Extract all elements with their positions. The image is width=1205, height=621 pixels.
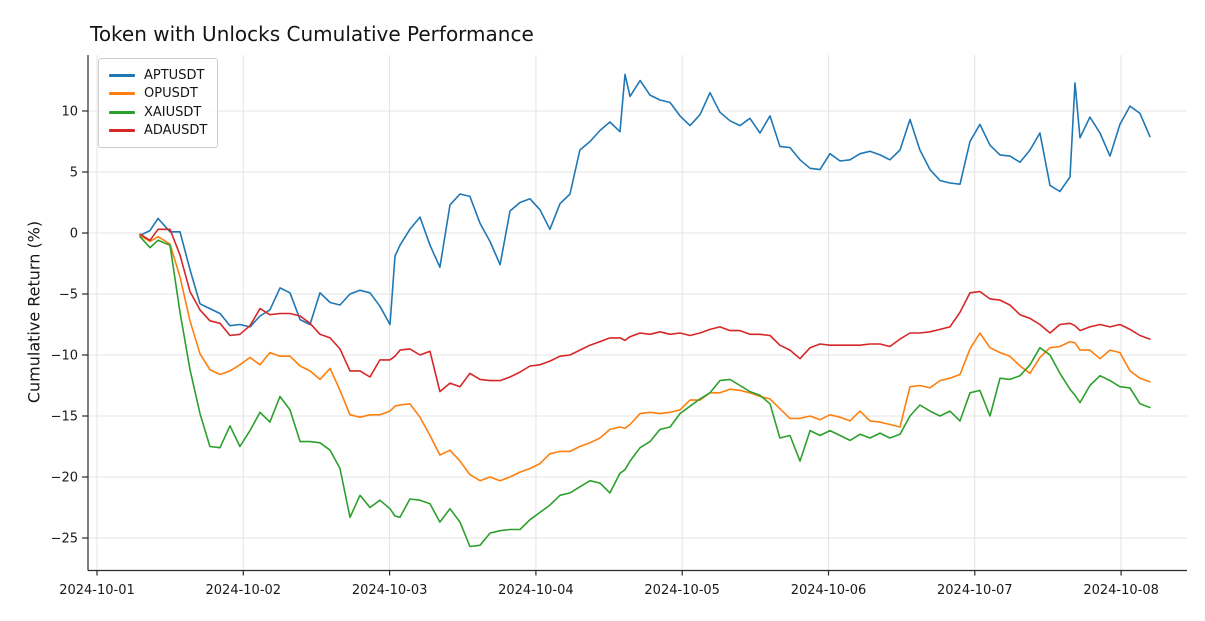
x-tick-label: 2024-10-08 bbox=[1083, 583, 1159, 598]
legend-label: ADAUSDT bbox=[144, 123, 208, 139]
legend-item: APTUSDT bbox=[109, 66, 207, 85]
x-tick-label: 2024-10-05 bbox=[644, 583, 720, 598]
legend-label: APTUSDT bbox=[144, 67, 205, 83]
y-tick-label: −15 bbox=[51, 410, 78, 425]
series-color-swatch bbox=[109, 110, 135, 114]
series-line-APTUSDT bbox=[139, 73, 1151, 328]
x-tick-label: 2024-10-03 bbox=[352, 583, 428, 598]
x-tick-label: 2024-10-07 bbox=[937, 583, 1013, 598]
series-color-swatch bbox=[109, 129, 135, 133]
y-tick-label: −20 bbox=[51, 471, 78, 486]
legend-label: XAIUSDT bbox=[144, 104, 202, 120]
series-line-XAIUSDT bbox=[139, 235, 1151, 548]
series-line-ADAUSDT bbox=[139, 228, 1151, 393]
legend: APTUSDT OPUSDT XAIUSDT ADAUSDT bbox=[98, 58, 218, 148]
y-tick-label: 10 bbox=[61, 105, 78, 120]
x-tick-label: 2024-10-02 bbox=[206, 583, 282, 598]
x-tick-label: 2024-10-06 bbox=[791, 583, 867, 598]
y-tick-label: −25 bbox=[51, 532, 78, 547]
legend-item: OPUSDT bbox=[109, 85, 207, 104]
chart-title: Token with Unlocks Cumulative Performanc… bbox=[90, 22, 534, 46]
y-tick-label: 0 bbox=[70, 227, 78, 242]
y-tick-label: −5 bbox=[59, 288, 78, 303]
y-tick-label: 5 bbox=[70, 166, 78, 181]
legend-item: XAIUSDT bbox=[109, 103, 207, 122]
x-tick-label: 2024-10-01 bbox=[59, 583, 135, 598]
series-color-swatch bbox=[109, 73, 135, 77]
x-tick-label: 2024-10-04 bbox=[498, 583, 574, 598]
y-tick-label: −10 bbox=[51, 349, 78, 364]
series-line-OPUSDT bbox=[139, 234, 1151, 482]
legend-label: OPUSDT bbox=[144, 86, 198, 102]
legend-item: ADAUSDT bbox=[109, 122, 207, 141]
series-color-swatch bbox=[109, 92, 135, 96]
